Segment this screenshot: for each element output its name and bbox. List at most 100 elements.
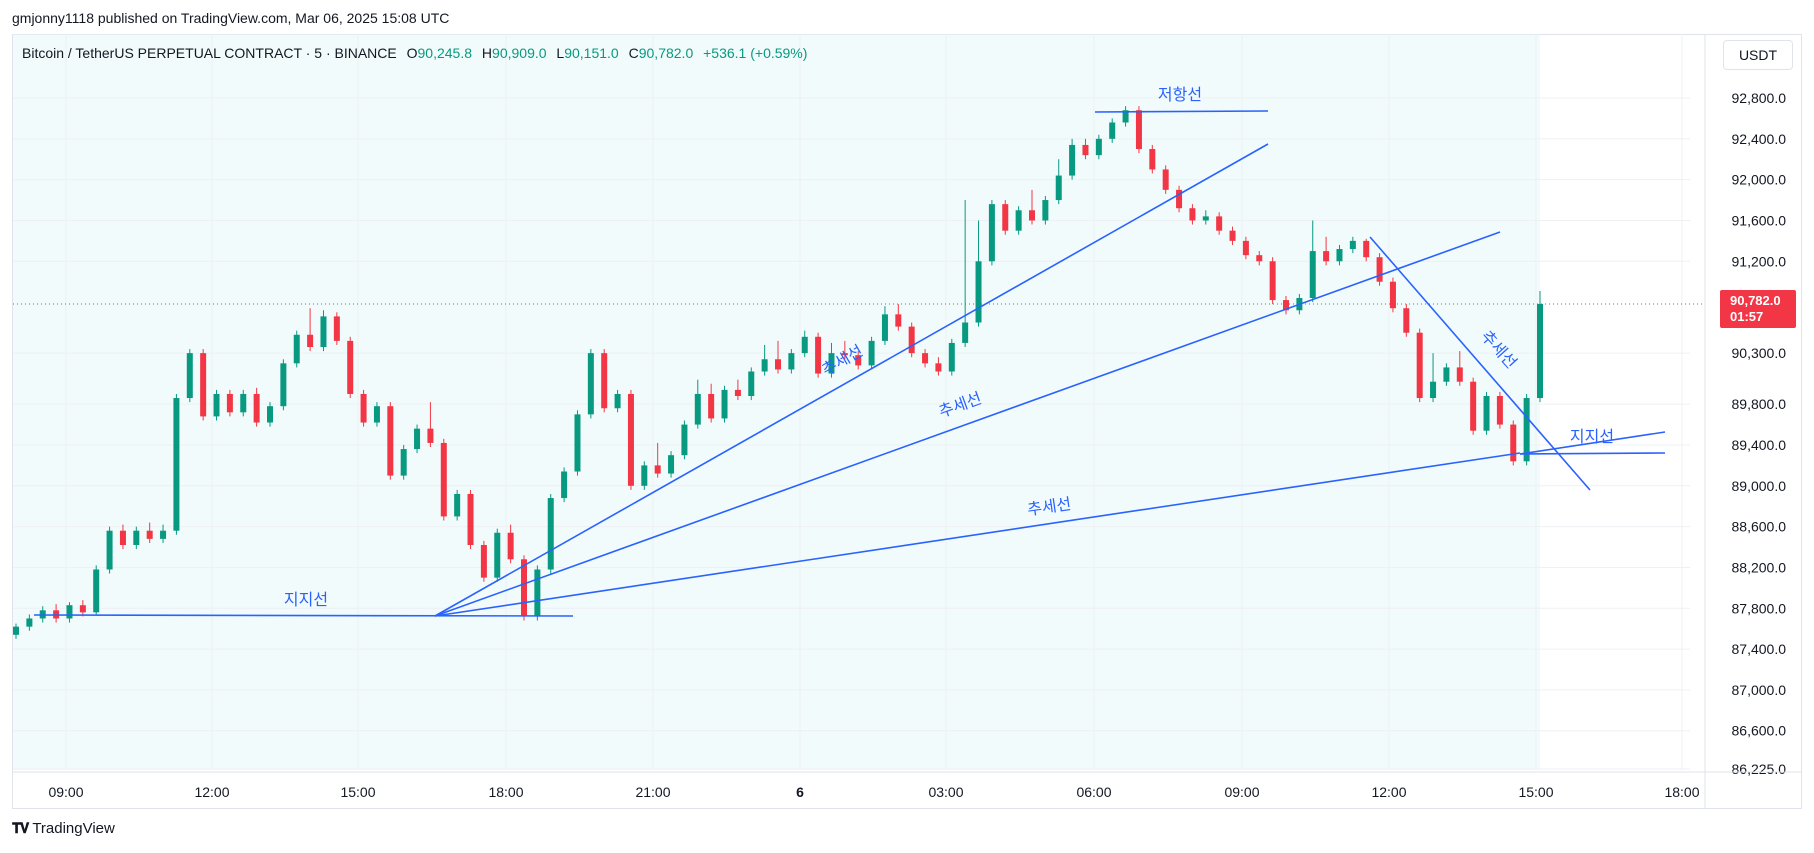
candle-body	[601, 353, 608, 409]
candle-body	[307, 334, 314, 348]
candle-body	[1336, 249, 1343, 262]
candle-body	[1189, 208, 1196, 221]
x-axis-tick-label: 15:00	[340, 784, 375, 800]
support-line-left[interactable]	[33, 614, 574, 617]
footer-brand[interactable]: 𝐓𝐕 TradingView	[12, 820, 115, 837]
candle-body	[414, 428, 421, 450]
candle-body	[79, 605, 86, 613]
open-label: O	[406, 45, 418, 61]
trendline-shallow[interactable]	[434, 452, 1521, 617]
candle-body	[654, 465, 661, 474]
candle-body	[226, 393, 233, 413]
candle-body	[119, 530, 126, 545]
candle-body	[93, 569, 100, 613]
candle-body	[1229, 230, 1236, 241]
candle-body	[1510, 424, 1517, 462]
candle-body	[387, 406, 394, 476]
candle-body	[1283, 300, 1289, 311]
candle-body	[614, 393, 621, 409]
open-value: 90,245.8	[417, 45, 473, 61]
candle-body	[66, 605, 73, 619]
candle-body	[480, 544, 487, 578]
annotation-resistance-label[interactable]: 저항선	[1158, 85, 1202, 104]
last-price-value: 90,782.0	[1730, 293, 1781, 308]
candle-body	[694, 393, 701, 425]
low-value: 90,151.0	[564, 45, 619, 61]
candle-body	[521, 559, 527, 617]
candle-body	[1389, 281, 1396, 309]
support-line-right[interactable]	[1519, 452, 1666, 455]
candle-body	[534, 569, 541, 617]
candle-body	[1309, 251, 1316, 299]
candle-body	[1055, 175, 1062, 201]
high-label: H	[481, 45, 493, 61]
candle-body	[467, 493, 474, 545]
x-axis-tick-label: 12:00	[1371, 784, 1406, 800]
candle-body	[962, 322, 969, 343]
y-axis-tick-label: 89,800.0	[1732, 396, 1787, 412]
candle-body	[26, 618, 33, 627]
brand-name: TradingView	[32, 820, 115, 837]
candle-body	[748, 371, 755, 396]
y-axis-tick-label: 90,300.0	[1732, 345, 1787, 361]
y-axis-tick-label: 89,000.0	[1732, 478, 1787, 494]
candle-body	[1042, 200, 1049, 221]
x-axis-tick-label: 6	[796, 784, 804, 800]
candle-body	[1523, 398, 1530, 462]
candle-body	[400, 449, 407, 476]
candle-body	[200, 353, 207, 417]
symbol-legend: Bitcoin / TetherUS PERPETUAL CONTRACT · …	[22, 45, 807, 61]
candle-body	[1537, 303, 1543, 399]
candle-body	[1002, 204, 1009, 231]
candle-body	[13, 626, 19, 635]
y-axis-tick-label: 86,600.0	[1732, 723, 1787, 739]
tradingview-logo-icon: 𝐓𝐕	[12, 820, 29, 836]
candle-body	[801, 336, 808, 354]
trendline-steep[interactable]	[434, 143, 1269, 617]
x-axis-tick-label: 09:00	[1224, 784, 1259, 800]
candle-body	[587, 353, 594, 415]
candle-body	[494, 532, 501, 578]
candle-body	[440, 442, 447, 517]
candle-body	[1029, 210, 1035, 221]
symbol-name[interactable]: Bitcoin / TetherUS PERPETUAL CONTRACT · …	[22, 45, 397, 61]
candle-body	[1015, 210, 1022, 231]
y-axis-tick-label: 87,800.0	[1732, 600, 1787, 616]
last-price-tag: 90,782.0 01:57	[1720, 290, 1796, 328]
candle-body	[948, 342, 955, 372]
candle-body	[1216, 216, 1223, 231]
y-axis-tick-label: 88,600.0	[1732, 519, 1787, 535]
chart-frame	[12, 34, 1802, 809]
resistance-line[interactable]	[1094, 110, 1269, 113]
candle-body	[1069, 144, 1076, 176]
candle-body	[320, 316, 327, 348]
support-line-right-b[interactable]	[1519, 431, 1666, 455]
candle-body	[1162, 169, 1169, 190]
candle-body	[1269, 261, 1276, 301]
y-axis-tick-label: 87,000.0	[1732, 682, 1787, 698]
candle-body	[1403, 308, 1410, 333]
candle-body	[106, 530, 113, 570]
candle-body	[775, 359, 781, 370]
trendline-mid[interactable]	[434, 231, 1501, 617]
candle-body	[253, 393, 260, 423]
candle-body	[908, 326, 915, 354]
candle-body	[681, 424, 688, 456]
close-label: C	[628, 45, 639, 61]
candle-body	[1149, 149, 1156, 170]
y-axis-tick-label: 92,000.0	[1732, 172, 1787, 188]
candle-body	[881, 314, 888, 341]
currency-button[interactable]: USDT	[1723, 40, 1793, 70]
candle-body	[547, 498, 554, 570]
low-label: L	[556, 45, 565, 61]
downtrend-line[interactable]	[1369, 236, 1591, 491]
y-axis-tick-label: 89,400.0	[1732, 437, 1787, 453]
annotation-support-label[interactable]: 지지선	[284, 590, 328, 609]
candle-body	[815, 336, 822, 374]
x-axis-tick-label: 18:00	[488, 784, 523, 800]
candle-body	[935, 363, 942, 372]
annotation-support-label[interactable]: 지지선	[1570, 427, 1614, 446]
candle-body	[1496, 395, 1503, 425]
candle-body	[347, 340, 354, 394]
